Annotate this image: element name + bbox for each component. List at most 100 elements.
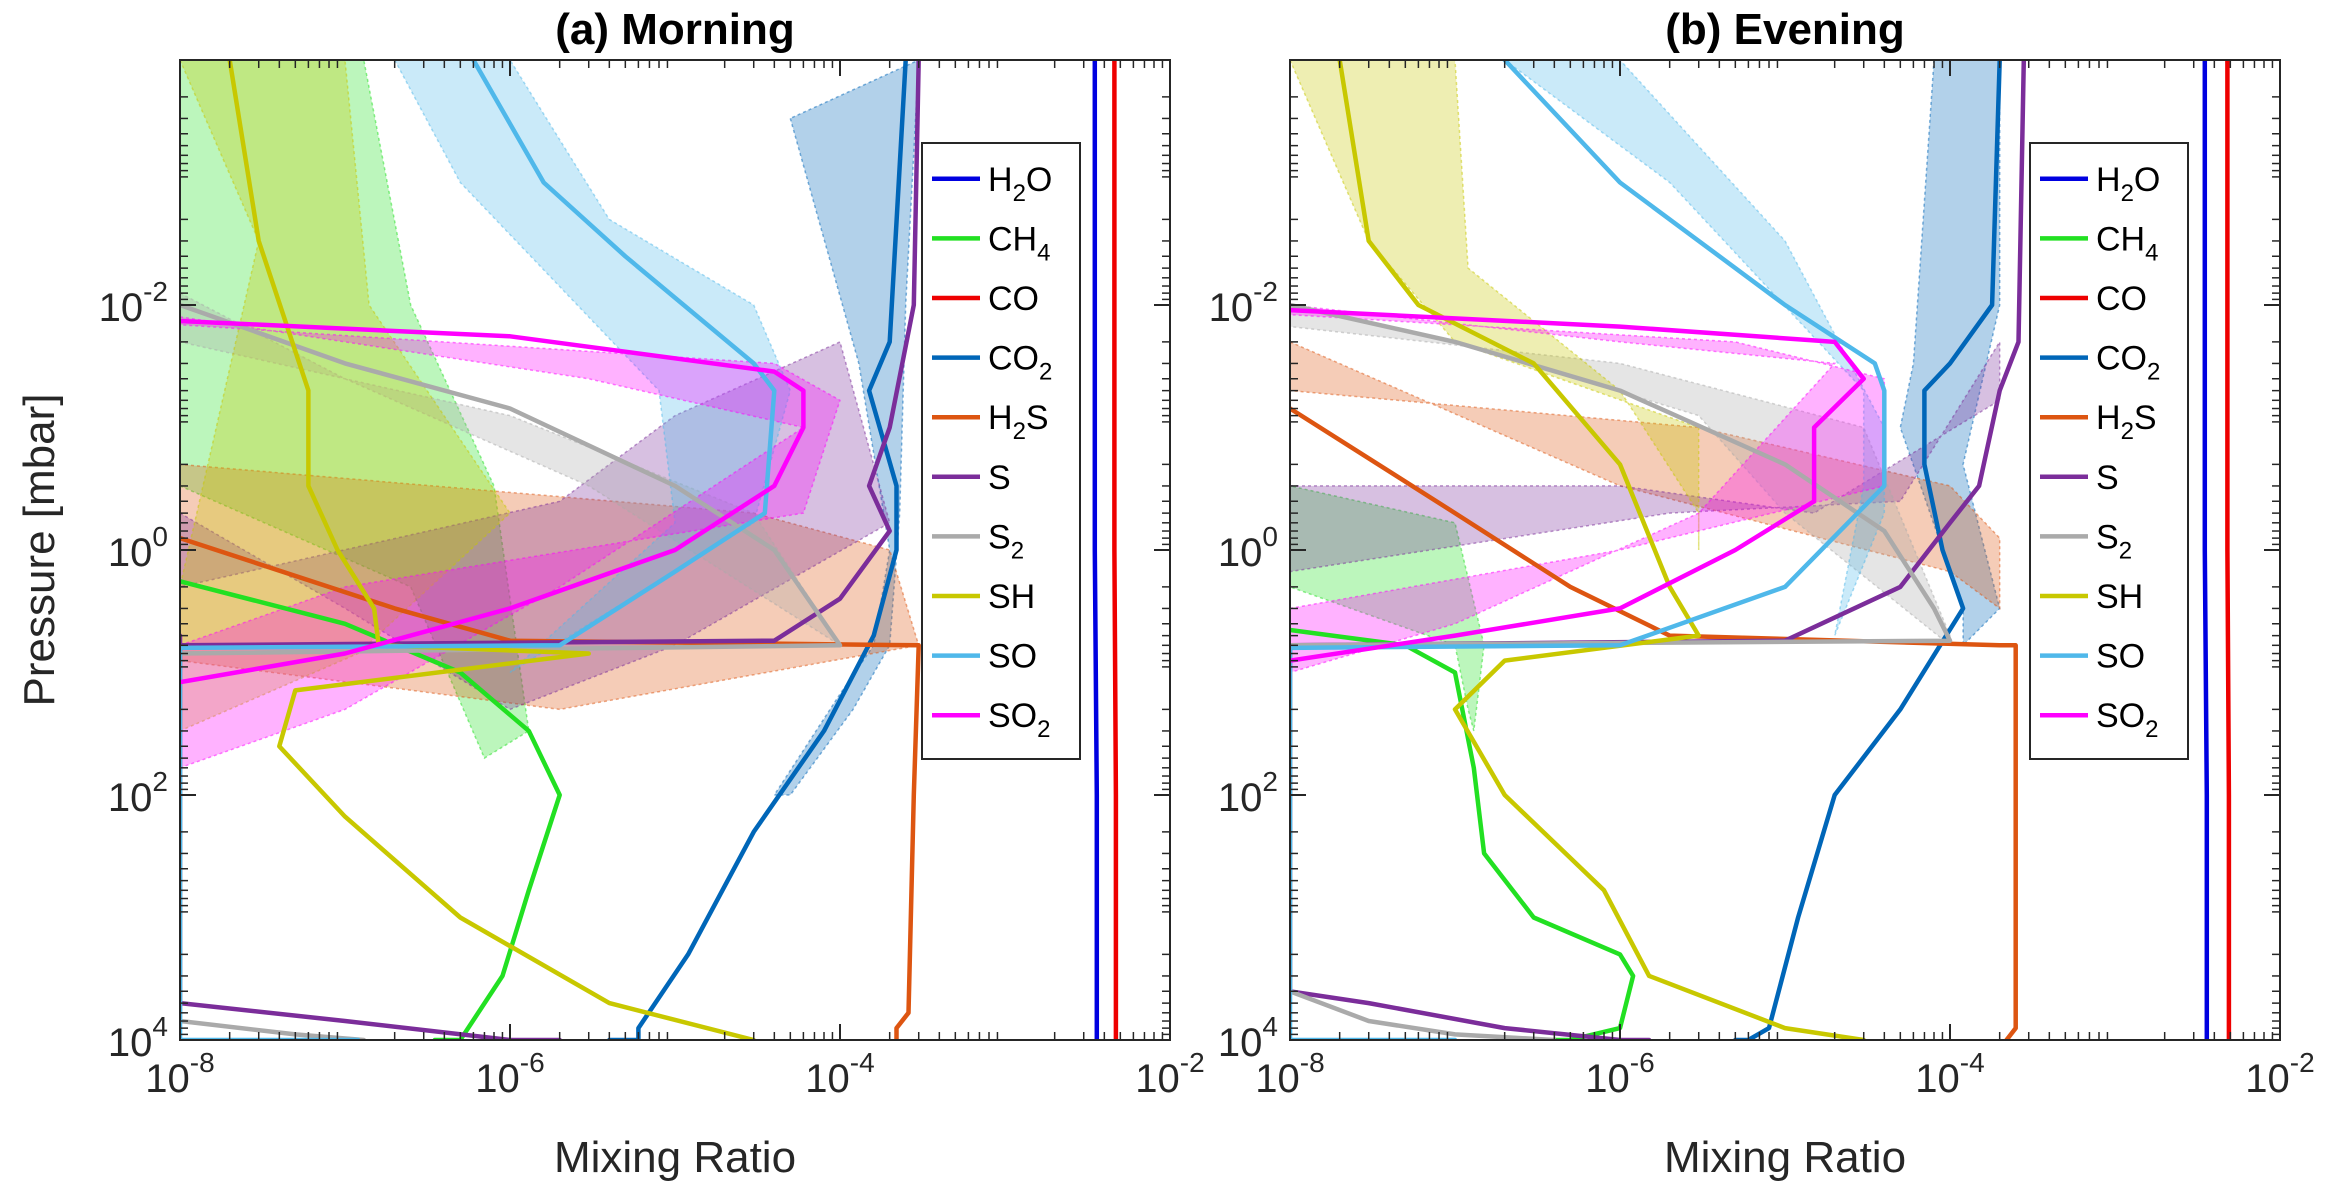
band-h2s — [1290, 341, 2001, 610]
y-tick-base: 10 — [108, 776, 153, 820]
legend-label-main: CH — [988, 220, 1037, 258]
line-so — [180, 60, 777, 1040]
legend-label-main: SO — [988, 697, 1037, 735]
band-co2 — [1899, 60, 2001, 648]
x-tick-exponent: -4 — [1960, 1047, 1985, 1078]
legend-label-suffix: S — [1026, 399, 1049, 437]
legend-item-co: CO — [2040, 280, 2147, 318]
y-tick-base: 10 — [1218, 531, 1263, 575]
legend-label-main: SO — [2096, 697, 2145, 735]
x-tick-label: 10-4 — [805, 1047, 874, 1101]
legend-label-subscript: 2 — [1013, 180, 1026, 207]
legend-label-subscript: 4 — [1037, 239, 1050, 266]
legend-label: SO — [2096, 638, 2145, 676]
y-tick-label: 102 — [108, 766, 168, 820]
legend-label: SO2 — [988, 697, 1050, 743]
y-tick-base: 10 — [1218, 1021, 1263, 1065]
line-s2 — [180, 302, 843, 1040]
legend-item-h2s: H2S — [932, 399, 1049, 445]
legend-item-sh: SH — [2040, 578, 2143, 616]
legend-label: SH — [2096, 578, 2143, 616]
line-h2s — [1290, 406, 2018, 1040]
legend-label-main: CO — [2096, 280, 2147, 318]
legend-item-s2: S2 — [932, 518, 1024, 564]
legend-label-main: H — [988, 161, 1013, 199]
legend-item-s: S — [2040, 459, 2119, 497]
legend-label-main: S — [988, 459, 1011, 497]
legend-item-s: S — [932, 459, 1011, 497]
line-so2 — [180, 318, 806, 685]
legend-label: CH4 — [2096, 220, 2158, 266]
panel-title: (a) Morning — [555, 5, 795, 54]
line-co — [1112, 60, 1119, 1040]
legend-label-subscript: 4 — [2145, 239, 2158, 266]
x-tick-base: 10 — [145, 1057, 190, 1101]
line-co2 — [607, 60, 908, 1040]
y-tick-exponent: 2 — [152, 766, 168, 797]
x-tick-label: 10-6 — [1585, 1047, 1654, 1101]
legend-label: H2S — [988, 399, 1049, 445]
legend-item-sh: SH — [932, 578, 1035, 616]
legend-label-subscript: 2 — [2121, 418, 2134, 445]
legend-label: S — [988, 459, 1011, 497]
legend-label-subscript: 2 — [1037, 716, 1050, 743]
y-axis-label: Pressure [mbar] — [15, 394, 64, 707]
line-co — [2225, 60, 2232, 1040]
x-tick-exponent: -6 — [520, 1047, 545, 1078]
x-tick-exponent: -2 — [1180, 1047, 1205, 1078]
band-ch4 — [1290, 485, 1485, 732]
band-ch4 — [180, 60, 530, 760]
line-h2s — [180, 535, 921, 1040]
legend-item-s2: S2 — [2040, 518, 2132, 564]
x-tick-base: 10 — [1255, 1057, 1300, 1101]
x-tick-label: 10-2 — [1135, 1047, 1204, 1101]
y-tick-exponent: 0 — [152, 521, 168, 552]
x-tick-base: 10 — [1135, 1057, 1180, 1101]
legend-label: H2O — [2096, 161, 2160, 207]
panel-title: (b) Evening — [1665, 5, 1905, 54]
y-tick-label: 102 — [1218, 766, 1278, 820]
x-tick-label: 10-8 — [145, 1047, 214, 1101]
y-tick-label: 100 — [108, 521, 168, 575]
legend-label: SH — [988, 578, 1035, 616]
legend-label-main: S — [2096, 518, 2119, 556]
legend-label-main: CO — [988, 280, 1039, 318]
legend-label-main: H — [2096, 161, 2121, 199]
x-tick-label: 10-8 — [1255, 1047, 1324, 1101]
band-co2 — [772, 60, 920, 796]
y-tick-exponent: -2 — [143, 276, 168, 307]
legend-label: SO2 — [2096, 697, 2158, 743]
plot-area — [180, 60, 1119, 1040]
y-tick-base: 10 — [1209, 286, 1254, 330]
line-so — [1290, 60, 1887, 1040]
legend-label-subscript: 2 — [2119, 537, 2132, 564]
legend-label-main: H — [988, 399, 1013, 437]
legend-item-co: CO — [932, 280, 1039, 318]
legend-label-subscript: 2 — [1039, 359, 1052, 386]
minor-ticks — [180, 60, 1170, 1040]
legend-label-subscript: 2 — [2147, 359, 2160, 386]
legend-label: H2S — [2096, 399, 2157, 445]
legend-label-main: SO — [2096, 638, 2145, 676]
line-s2 — [1290, 302, 1953, 1040]
y-tick-exponent: 4 — [152, 1011, 168, 1042]
legend-label-main: CO — [988, 340, 1039, 378]
legend-item-h2o: H2O — [2040, 161, 2160, 207]
y-tick-label: 10-2 — [99, 276, 168, 330]
y-tick-label: 100 — [1218, 521, 1278, 575]
x-tick-exponent: -8 — [1300, 1047, 1325, 1078]
legend-label: S2 — [2096, 518, 2132, 564]
legend-label-main: S — [2096, 459, 2119, 497]
legend-label-suffix: O — [2134, 161, 2160, 199]
y-tick-exponent: 4 — [1262, 1011, 1278, 1042]
x-tick-exponent: -2 — [2290, 1047, 2315, 1078]
x-tick-exponent: -6 — [1630, 1047, 1655, 1078]
legend-item-so2: SO2 — [2040, 697, 2158, 743]
x-axis-label: Mixing Ratio — [1664, 1133, 1906, 1182]
legend-label: S2 — [988, 518, 1024, 564]
legend-item-h2o: H2O — [932, 161, 1052, 207]
y-tick-exponent: -2 — [1253, 276, 1278, 307]
legend-label-main: CH — [2096, 220, 2145, 258]
